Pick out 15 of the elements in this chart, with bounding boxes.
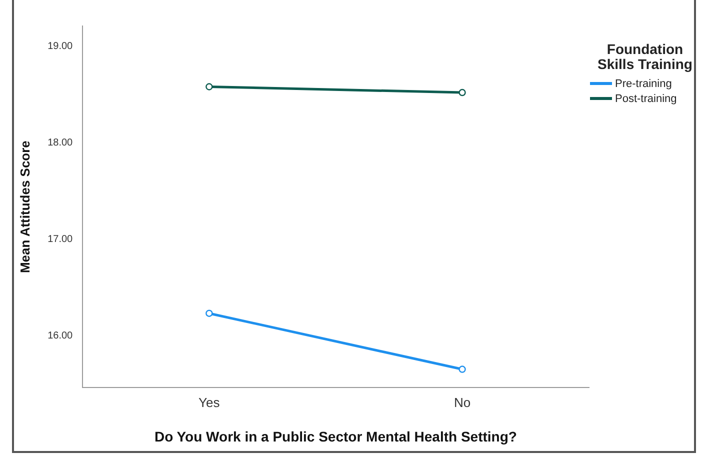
- point: [458, 366, 466, 373]
- x-tick-label: Yes: [198, 394, 220, 410]
- legend-title: Foundation Skills Training: [596, 41, 694, 72]
- x-tick-label: No: [454, 394, 471, 410]
- point: [206, 310, 213, 317]
- y-tick-label: 19.00: [48, 41, 74, 52]
- y-tick-label: 16.00: [48, 330, 74, 342]
- legend-label: Post-training: [615, 92, 677, 104]
- y-tick-label: 17.00: [48, 234, 74, 245]
- x-axis-title: Do You Work in a Public Sector Mental Health Setting?: [154, 428, 517, 444]
- point: [458, 88, 466, 96]
- point: [206, 83, 213, 90]
- y-tick-label: 18.00: [48, 137, 74, 148]
- y-axis-title: Mean Attitudes Score: [17, 140, 32, 274]
- legend-label: Pre-training: [615, 78, 672, 90]
